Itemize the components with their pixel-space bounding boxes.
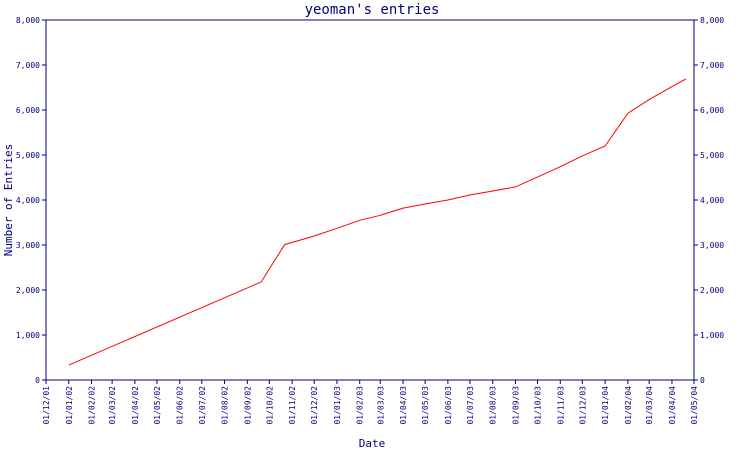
x-tick-label: 01/12/03 <box>578 386 587 425</box>
x-tick-label: 01/04/03 <box>399 386 408 425</box>
y-tick-label-right: 1,000 <box>700 331 724 340</box>
x-tick-label: 01/04/04 <box>668 386 677 425</box>
y-tick-label-left: 0 <box>35 376 40 385</box>
y-tick-label-right: 4,000 <box>700 196 724 205</box>
x-tick-label: 01/01/04 <box>601 386 610 425</box>
y-axis-right: 0 1,000 2,000 3,000 4,000 5,000 6,000 7,000 8,00… <box>694 16 724 385</box>
y-tick-label-left: 3,000 <box>16 241 40 250</box>
x-axis: 01/12/01 01/01/02 01/02/02 01/03/02 01/04/02… <box>42 380 699 425</box>
x-tick-label: 01/07/02 <box>198 386 207 425</box>
y-tick-label-right: 3,000 <box>700 241 724 250</box>
x-tick-label: 01/04/02 <box>131 386 140 425</box>
y-tick-label-right: 0 <box>700 376 705 385</box>
x-tick-label: 01/06/02 <box>176 386 185 425</box>
plot-frame <box>45 19 695 381</box>
x-tick-label: 01/02/03 <box>356 386 365 425</box>
y-tick-label-left: 2,000 <box>16 286 40 295</box>
x-tick-label: 01/03/03 <box>376 386 385 425</box>
x-tick-label: 01/08/03 <box>489 386 498 425</box>
x-tick-label: 01/01/03 <box>333 386 342 425</box>
x-tick-label: 01/05/03 <box>421 386 430 425</box>
x-tick-label: 01/10/03 <box>534 386 543 425</box>
x-tick-label: 01/02/02 <box>88 386 97 425</box>
y-tick-label-left: 4,000 <box>16 196 40 205</box>
x-tick-label: 01/02/04 <box>624 386 633 425</box>
y-axis-left: 0 1,000 2,000 3,000 4,000 5,000 6,000 7,000 8,00… <box>16 16 46 385</box>
y-tick-label-left: 1,000 <box>16 331 40 340</box>
chart-title: yeoman's entries <box>305 2 440 18</box>
x-tick-label: 01/03/04 <box>645 386 654 425</box>
y-tick-label-right: 2,000 <box>700 286 724 295</box>
x-tick-label: 01/03/02 <box>108 386 117 425</box>
x-tick-label: 01/07/03 <box>466 386 475 425</box>
y-tick-label-right: 6,000 <box>700 106 724 115</box>
y-tick-label-left: 5,000 <box>16 151 40 160</box>
x-tick-label: 01/06/03 <box>444 386 453 425</box>
y-tick-label-left: 7,000 <box>16 61 40 70</box>
x-tick-label: 01/12/02 <box>310 386 319 425</box>
y-tick-label-left: 8,000 <box>16 16 40 25</box>
y-tick-label-right: 7,000 <box>700 61 724 70</box>
x-tick-label: 01/08/02 <box>221 386 230 425</box>
series-line <box>68 78 687 366</box>
x-tick-label: 01/09/02 <box>243 386 252 425</box>
x-tick-label: 01/11/02 <box>288 386 297 425</box>
x-tick-label: 01/12/01 <box>42 386 51 425</box>
y-tick-label-right: 5,000 <box>700 151 724 160</box>
x-tick-label: 01/05/04 <box>690 386 699 425</box>
y-tick-label-right: 8,000 <box>700 16 724 25</box>
x-tick-label: 01/11/03 <box>556 386 565 425</box>
x-tick-label: 01/05/02 <box>153 386 162 425</box>
x-tick-label: 01/09/03 <box>511 386 520 425</box>
x-tick-label: 01/10/02 <box>265 386 274 425</box>
y-tick-label-left: 6,000 <box>16 106 40 115</box>
x-axis-label: Date <box>359 437 386 450</box>
series-layer <box>68 78 687 366</box>
x-tick-label: 01/01/02 <box>65 386 74 425</box>
y-axis-label: Number of Entries <box>2 144 15 257</box>
